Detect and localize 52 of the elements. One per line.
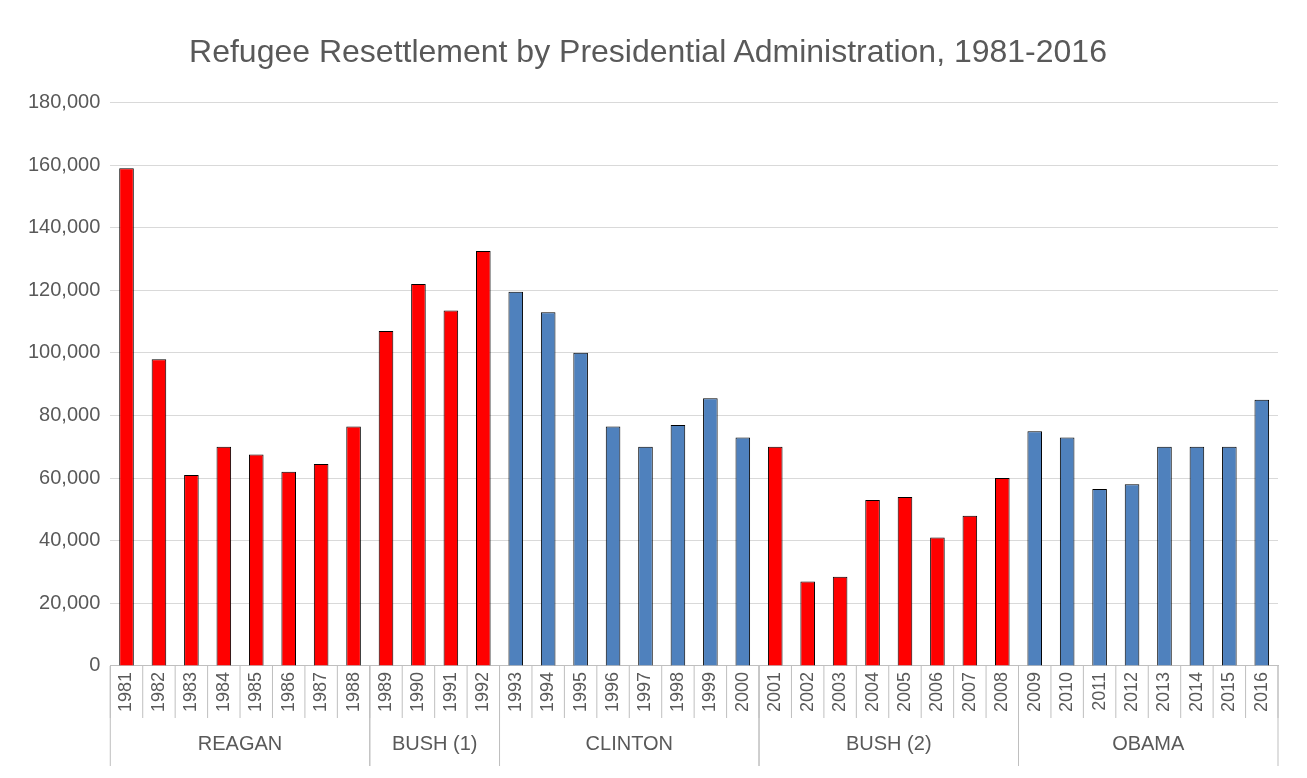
x-tick-label: 1989: [374, 671, 395, 712]
x-tick-label: 1986: [277, 671, 298, 712]
x-tick-label: 2003: [829, 671, 850, 712]
x-tick-label: 2000: [731, 671, 752, 712]
x-tick-label: 2002: [796, 671, 817, 712]
x-tick-label: 2001: [764, 671, 785, 712]
y-tick-label: 140,000: [28, 215, 101, 238]
text: BUSH (1): [391, 731, 478, 754]
x-tick-label: 1990: [407, 671, 428, 712]
x-tick-label: 2004: [861, 671, 882, 712]
y-tick-label: 180,000: [28, 89, 101, 112]
x-tick-label: 1981: [115, 671, 136, 712]
x-tick-label: 1992: [472, 671, 493, 712]
text: OBAMA: [1112, 731, 1186, 754]
x-tick-label: 1998: [666, 671, 687, 712]
x-tick-label: 2006: [926, 671, 947, 712]
x-tick-label: 1984: [212, 671, 233, 712]
text: CLINTON: [585, 731, 673, 754]
y-tick-label: 40,000: [39, 528, 101, 551]
x-tick-label: 2008: [991, 671, 1012, 712]
x-tick-label: 1985: [245, 671, 266, 712]
y-tick-label: 160,000: [28, 152, 101, 175]
text: REAGAN: [197, 731, 283, 754]
x-tick-label: 1996: [602, 671, 623, 712]
x-tick-label: 2005: [893, 671, 914, 712]
x-tick-label: 1988: [342, 671, 363, 712]
x-tick-label: 2016: [1250, 671, 1271, 712]
text: BUSH (2): [845, 731, 932, 754]
x-tick-label: 1997: [634, 671, 655, 712]
chart-title: Refugee Resettlement by Presidential Administration, 1981-2016: [189, 33, 1107, 70]
x-tick-label: 1995: [569, 671, 590, 712]
y-tick-label: 0: [89, 653, 101, 676]
x-tick-label: 2007: [958, 671, 979, 712]
y-tick-label: 120,000: [28, 277, 101, 300]
x-tick-label: 1991: [439, 671, 460, 712]
x-tick-label: 2015: [1218, 671, 1239, 712]
x-tick-label: 2009: [1023, 671, 1044, 712]
x-tick-label: 1987: [310, 671, 331, 712]
y-tick-label: 60,000: [39, 465, 101, 488]
x-tick-label: 1994: [537, 671, 558, 712]
x-tick-label: 2013: [1153, 671, 1174, 712]
y-tick-label: 20,000: [39, 590, 101, 613]
x-tick-label: 1999: [699, 671, 720, 712]
x-tick-label: 1993: [504, 671, 525, 712]
y-tick-label: 100,000: [28, 340, 101, 363]
y-tick-label: 80,000: [39, 403, 101, 425]
x-tick-label: 1982: [147, 671, 168, 712]
x-tick-label: 1983: [180, 671, 201, 712]
x-tick-label: 2011: [1088, 671, 1109, 711]
x-tick-label: 2010: [1056, 671, 1077, 712]
x-tick-label: 2012: [1121, 671, 1142, 712]
x-tick-label: 2014: [1185, 671, 1206, 712]
